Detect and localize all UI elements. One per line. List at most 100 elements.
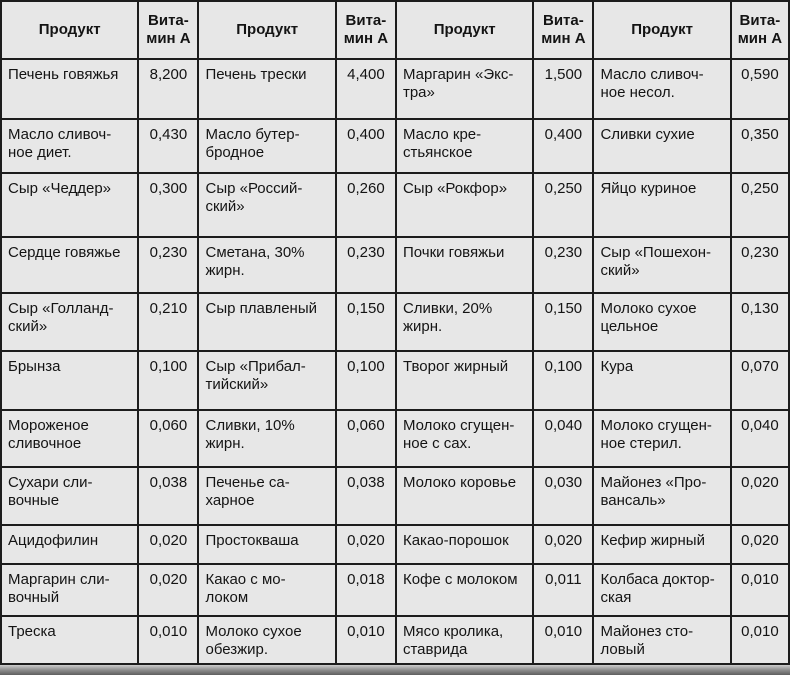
- vitamin-value-cell: 0,150: [532, 292, 595, 352]
- table-row: Печень говяжья 8,200 Печень трески 4,400 Мар…: [0, 58, 790, 120]
- vitamin-value-cell: 0,060: [334, 409, 397, 468]
- vitamin-value-cell: 0,100: [137, 350, 200, 411]
- product-cell: Печенье са- харное: [197, 466, 337, 526]
- header-product: Продукт: [197, 0, 337, 60]
- table-row: Ацидофилин 0,020 Простокваша 0,020 Какао-пор…: [0, 524, 790, 565]
- product-cell: Масло кре- стьянское: [394, 118, 535, 174]
- vitamin-value-cell: 0,020: [532, 524, 595, 565]
- vitamin-value-cell: 0,010: [729, 563, 790, 617]
- product-cell: Маргарин «Экс- тра»: [394, 58, 535, 120]
- header-vitamin-a: Вита- мин А: [334, 0, 397, 60]
- vitamin-value-cell: 0,350: [729, 118, 790, 174]
- table-row: Сыр «Чеддер» 0,300 Сыр «Россий- ский» 0,260…: [0, 172, 790, 238]
- table-row: Сухари сли- вочные 0,038 Печенье са- харно…: [0, 466, 790, 526]
- page-bottom-strip: [0, 665, 790, 675]
- product-cell: Масло бутер- бродное: [197, 118, 337, 174]
- vitamin-value-cell: 8,200: [137, 58, 200, 120]
- vitamin-value-cell: 0,130: [729, 292, 790, 352]
- product-cell: Сухари сли- вочные: [0, 466, 140, 526]
- product-cell: Майонез «Про- вансаль»: [592, 466, 732, 526]
- header-product: Продукт: [592, 0, 732, 60]
- product-cell: Простокваша: [197, 524, 337, 565]
- product-cell: Сыр «Прибал- тийский»: [197, 350, 337, 411]
- header-vitamin-a: Вита- мин А: [729, 0, 790, 60]
- vitamin-value-cell: 0,010: [532, 615, 595, 665]
- vitamin-value-cell: 0,400: [334, 118, 397, 174]
- header-row: Продукт Вита- мин А Продукт Вита- мин А Прод…: [0, 0, 790, 60]
- product-cell: Сыр «Чеддер»: [0, 172, 140, 238]
- product-cell: Сыр «Рокфор»: [394, 172, 535, 238]
- vitamin-value-cell: 0,040: [729, 409, 790, 468]
- vitamin-value-cell: 0,018: [334, 563, 397, 617]
- vitamin-value-cell: 4,400: [334, 58, 397, 120]
- vitamin-value-cell: 0,300: [137, 172, 200, 238]
- product-cell: Масло сливоч- ное несол.: [592, 58, 732, 120]
- product-cell: Сыр плавленый: [197, 292, 337, 352]
- vitamin-value-cell: 0,260: [334, 172, 397, 238]
- header-vitamin-a: Вита- мин А: [532, 0, 595, 60]
- vitamin-value-cell: 0,230: [334, 236, 397, 294]
- product-cell: Треска: [0, 615, 140, 665]
- vitamin-value-cell: 0,010: [137, 615, 200, 665]
- product-cell: Какао с мо- локом: [197, 563, 337, 617]
- product-cell: Молоко коровье: [394, 466, 535, 526]
- product-cell: Майонез сто- ловый: [592, 615, 732, 665]
- table-row: Брынза 0,100 Сыр «Прибал- тийский» 0,100 Тво…: [0, 350, 790, 411]
- vitamin-value-cell: 0,430: [137, 118, 200, 174]
- vitamin-value-cell: 0,020: [137, 563, 200, 617]
- table-row: Сыр «Голланд- ский» 0,210 Сыр плавленый 0,1…: [0, 292, 790, 352]
- vitamin-value-cell: 0,011: [532, 563, 595, 617]
- vitamin-value-cell: 0,020: [137, 524, 200, 565]
- vitamin-value-cell: 0,590: [729, 58, 790, 120]
- table-body: Печень говяжья 8,200 Печень трески 4,400 Мар…: [0, 58, 790, 665]
- product-cell: Сметана, 30% жирн.: [197, 236, 337, 294]
- product-cell: Сливки, 20% жирн.: [394, 292, 535, 352]
- header-vitamin-a: Вита- мин А: [137, 0, 200, 60]
- table-row: Сердце говяжье 0,230 Сметана, 30% жирн. 0,2…: [0, 236, 790, 294]
- product-cell: Мороженое сливочное: [0, 409, 140, 468]
- product-cell: Сыр «Пошехон- ский»: [592, 236, 732, 294]
- vitamin-value-cell: 0,020: [729, 466, 790, 526]
- product-cell: Сыр «Россий- ский»: [197, 172, 337, 238]
- product-cell: Кофе с молоком: [394, 563, 535, 617]
- product-cell: Творог жирный: [394, 350, 535, 411]
- vitamin-value-cell: 0,038: [137, 466, 200, 526]
- table-row: Маргарин сли- вочный 0,020 Какао с мо- лок…: [0, 563, 790, 617]
- product-cell: Печень трески: [197, 58, 337, 120]
- vitamin-value-cell: 0,020: [729, 524, 790, 565]
- product-cell: Почки говяжьи: [394, 236, 535, 294]
- table-row: Масло сливоч- ное диет. 0,430 Масло бутер-…: [0, 118, 790, 174]
- product-cell: Ацидофилин: [0, 524, 140, 565]
- header-product: Продукт: [394, 0, 535, 60]
- product-cell: Молоко сгущен- ное стерил.: [592, 409, 732, 468]
- vitamin-value-cell: 0,100: [334, 350, 397, 411]
- vitamin-value-cell: 0,100: [532, 350, 595, 411]
- product-cell: Брынза: [0, 350, 140, 411]
- product-cell: Колбаса доктор- ская: [592, 563, 732, 617]
- table-row: Треска 0,010 Молоко сухое обезжир. 0,010 Мяс…: [0, 615, 790, 665]
- table-row: Мороженое сливочное 0,060 Сливки, 10% жирн…: [0, 409, 790, 468]
- vitamin-value-cell: 0,250: [532, 172, 595, 238]
- vitamin-value-cell: 0,060: [137, 409, 200, 468]
- vitamin-value-cell: 0,040: [532, 409, 595, 468]
- vitamin-value-cell: 0,010: [729, 615, 790, 665]
- vitamin-value-cell: 0,400: [532, 118, 595, 174]
- product-cell: Сердце говяжье: [0, 236, 140, 294]
- table-header: Продукт Вита- мин А Продукт Вита- мин А Прод…: [0, 0, 790, 60]
- product-cell: Молоко сгущен- ное с сах.: [394, 409, 535, 468]
- product-cell: Молоко сухое обезжир.: [197, 615, 337, 665]
- vitamin-value-cell: 0,070: [729, 350, 790, 411]
- vitamin-value-cell: 0,020: [334, 524, 397, 565]
- vitamin-value-cell: 0,010: [334, 615, 397, 665]
- vitamin-value-cell: 0,230: [137, 236, 200, 294]
- vitamin-value-cell: 1,500: [532, 58, 595, 120]
- vitamin-value-cell: 0,210: [137, 292, 200, 352]
- product-cell: Масло сливоч- ное диет.: [0, 118, 140, 174]
- product-cell: Мясо кролика, ставрида: [394, 615, 535, 665]
- vitamin-value-cell: 0,150: [334, 292, 397, 352]
- product-cell: Кура: [592, 350, 732, 411]
- product-cell: Маргарин сли- вочный: [0, 563, 140, 617]
- product-cell: Кефир жирный: [592, 524, 732, 565]
